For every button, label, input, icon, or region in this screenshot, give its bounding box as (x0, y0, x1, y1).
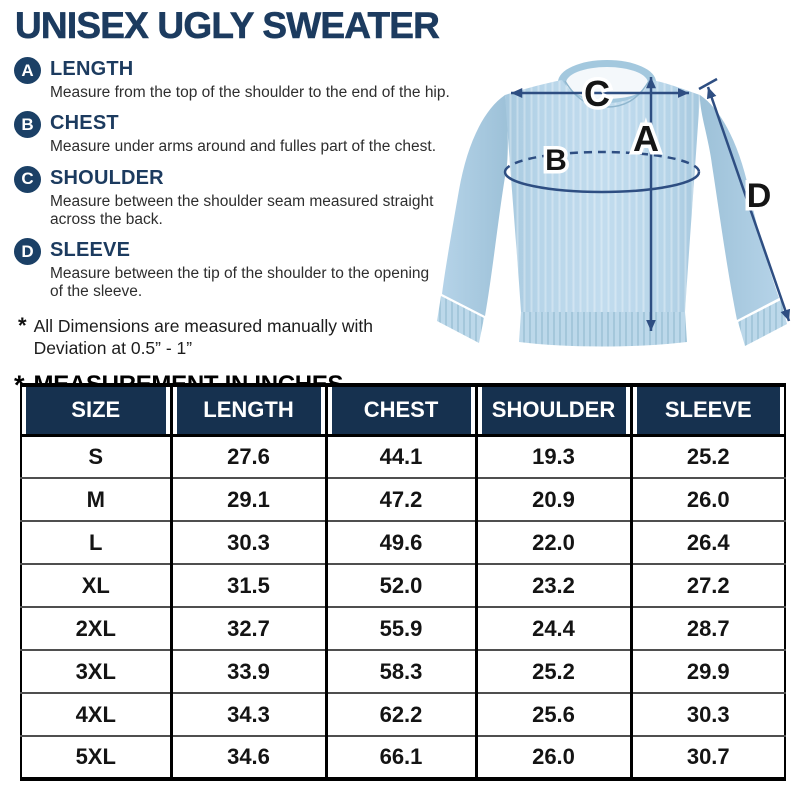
size-cell: L (21, 520, 171, 564)
definition-description: Measure between the shoulder seam measur… (50, 192, 434, 228)
label-b: B (545, 144, 567, 177)
sweater-illustration-icon: C A B D (437, 60, 791, 347)
definition-label: LENGTH (50, 58, 134, 80)
shoulder-cell: 19.3 (474, 435, 631, 478)
table-row: 5XL 34.6 66.1 26.0 30.7 (21, 735, 785, 779)
definition-label: SHOULDER (50, 166, 164, 189)
chest-cell: 62.2 (324, 692, 476, 736)
table-row: 4XL 34.3 62.2 25.6 30.3 (21, 692, 785, 736)
column-header-size: SIZE (21, 385, 171, 437)
chest-cell: 58.3 (324, 649, 476, 693)
definition-sleeve: D SLEEVE Measure between the tip of the … (14, 238, 464, 302)
size-measurement-table: SIZE LENGTH CHEST SHOULDER SLEEVE S 27.6… (20, 383, 786, 781)
chest-cell: 44.1 (324, 435, 476, 478)
definition-label: CHEST (50, 112, 119, 135)
table-row: S 27.6 44.1 19.3 25.2 (21, 435, 785, 478)
chest-ellipse-solid (503, 171, 701, 194)
size-cell: 4XL (21, 692, 171, 736)
definition-length: A LENGTH Measure from the top of the sho… (14, 57, 464, 102)
length-cell: 34.6 (169, 735, 326, 779)
letter-b-badge-icon: B (14, 111, 41, 139)
asterisk-icon: * (14, 370, 25, 401)
deviation-note: * All Dimensions are measured manually w… (18, 312, 464, 360)
size-cell: 2XL (21, 606, 171, 650)
length-cell: 33.9 (169, 649, 326, 693)
label-c: C (584, 73, 610, 114)
length-cell: 30.3 (169, 520, 326, 564)
column-header-shoulder: SHOULDER (474, 385, 631, 437)
sleeve-cell: 26.4 (629, 520, 785, 564)
definition-shoulder-body: SHOULDER Measure between the shoulder se… (50, 166, 433, 230)
column-header-length: LENGTH (169, 385, 326, 437)
shoulder-cell: 23.2 (474, 563, 631, 607)
shoulder-cell: 22.0 (474, 520, 631, 564)
length-cell: 31.5 (169, 563, 326, 607)
size-cell: S (21, 435, 171, 478)
sweater-measurement-diagram: C A B D (437, 50, 797, 350)
table-row: XL 31.5 52.0 23.2 27.2 (21, 563, 785, 607)
table-row: M 29.1 47.2 20.9 26.0 (21, 477, 785, 521)
measurement-definitions: A LENGTH Measure from the top of the sho… (14, 57, 464, 399)
size-cell: 5XL (21, 735, 171, 779)
shoulder-cell: 26.0 (474, 735, 631, 779)
dimension-letters: C A B D (542, 70, 775, 219)
chest-cell: 66.1 (324, 735, 476, 779)
length-cell: 32.7 (169, 606, 326, 650)
sleeve-cell: 26.0 (629, 477, 785, 521)
length-cell: 29.1 (169, 477, 326, 521)
shoulder-cell: 24.4 (474, 606, 631, 650)
size-cell: 3XL (21, 649, 171, 693)
sleeve-cell: 30.3 (629, 692, 785, 736)
sleeve-arrow-tick (698, 77, 718, 91)
definition-length-body: LENGTH Measure from the top of the shoul… (50, 57, 450, 102)
size-cell: XL (21, 563, 171, 607)
letter-d-badge-icon: D (14, 238, 41, 266)
sleeve-cell: 28.7 (629, 606, 785, 650)
size-cell: M (21, 477, 171, 521)
shoulder-cell: 25.2 (474, 649, 631, 693)
definition-chest: B CHEST Measure under arms around and fu… (14, 111, 464, 156)
chest-cell: 49.6 (324, 520, 476, 564)
table-row: 3XL 33.9 58.3 25.2 29.9 (21, 649, 785, 693)
sleeve-cell: 29.9 (629, 649, 785, 693)
definition-label: SLEEVE (50, 239, 131, 262)
asterisk-icon: * (18, 312, 27, 338)
definition-chest-body: CHEST Measure under arms around and full… (50, 111, 436, 156)
dimension-arrows (503, 77, 791, 331)
sleeve-cell: 25.2 (629, 435, 785, 478)
definition-description: Measure from the top of the shoulder to … (50, 84, 450, 101)
deviation-note-text: All Dimensions are measured manually wit… (33, 315, 374, 358)
table-row: 2XL 32.7 55.9 24.4 28.7 (21, 606, 785, 650)
definition-sleeve-body: SLEEVE Measure between the tip of the sh… (50, 238, 429, 302)
chest-cell: 47.2 (324, 477, 476, 521)
sleeve-cell: 27.2 (629, 563, 785, 607)
shoulder-cell: 20.9 (474, 477, 631, 521)
sleeve-cell: 30.7 (629, 735, 785, 779)
chest-cell: 52.0 (324, 563, 476, 607)
definition-shoulder: C SHOULDER Measure between the shoulder … (14, 165, 464, 230)
sweater-body (505, 80, 700, 347)
length-cell: 34.3 (169, 692, 326, 736)
definition-description: Measure between the tip of the shoulder … (50, 265, 430, 301)
letter-c-badge-icon: C (14, 165, 41, 193)
length-cell: 27.6 (169, 435, 326, 478)
chest-cell: 55.9 (324, 606, 476, 650)
letter-a-badge-icon: A (14, 57, 41, 84)
shoulder-cell: 25.6 (474, 692, 631, 736)
label-a: A (633, 118, 659, 159)
table-row: L 30.3 49.6 22.0 26.4 (21, 520, 785, 564)
chest-ellipse-dashed (503, 150, 701, 173)
label-d: D (747, 177, 772, 215)
table-header-row: SIZE LENGTH CHEST SHOULDER SLEEVE (21, 385, 785, 437)
definition-description: Measure under arms around and fulles par… (50, 138, 436, 156)
column-header-sleeve: SLEEVE (629, 385, 785, 437)
page-title: UNISEX UGLY SWEATER (15, 5, 440, 47)
sleeve-arrow (706, 86, 791, 322)
column-header-chest: CHEST (324, 385, 476, 437)
